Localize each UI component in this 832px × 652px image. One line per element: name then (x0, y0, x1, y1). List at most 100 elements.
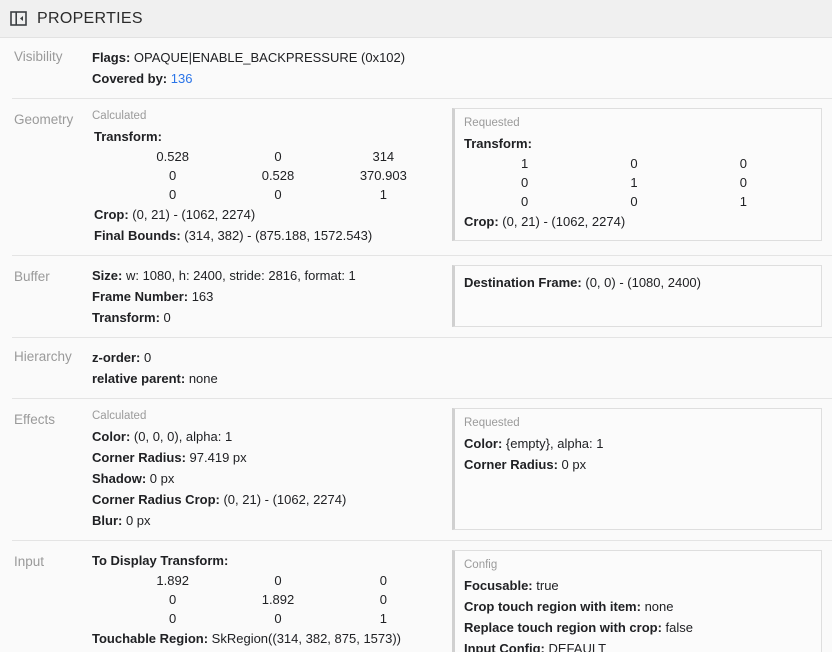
effects-blur-value: 0 px (125, 513, 151, 528)
buffer-content: Size: w: 1080, h: 2400, stride: 2816, fo… (92, 265, 452, 328)
geometry-calc-matrix: 0.528 0 314 0 0.528 370.903 0 0 1 (92, 147, 446, 204)
matrix-cell: 1 (379, 611, 387, 626)
effects-color-value: (0, 0, 0), alpha: 1 (133, 429, 233, 444)
effects-shadow-key: Shadow: (92, 471, 147, 486)
properties-sheet: Visibility Flags: OPAQUE|ENABLE_BACKPRES… (0, 38, 832, 652)
matrix-cell: 1.892 (156, 573, 189, 588)
effects-calculated: Calculated Color: (0, 0, 0), alpha: 1 Co… (92, 408, 452, 531)
geometry-req-matrix: 1 0 0 0 1 0 0 0 1 (464, 154, 812, 211)
geometry-req-transform-key: Transform: (464, 133, 812, 154)
geometry-calc-final-bounds-value: (314, 382) - (875.188, 1572.543) (184, 228, 373, 243)
effects-calculated-subhead: Calculated (92, 410, 147, 422)
effects-req-corner-radius-key: Corner Radius: (464, 457, 558, 472)
buffer-dest-line: Destination Frame: (0, 0) - (1080, 2400) (464, 272, 812, 293)
buffer-size-line: Size: w: 1080, h: 2400, stride: 2816, fo… (92, 265, 446, 286)
input-display-transform-line: To Display Transform: (92, 550, 446, 571)
matrix-cell: 370.903 (359, 168, 407, 183)
visibility-flags-value: OPAQUE|ENABLE_BACKPRESSURE (0x102) (133, 50, 406, 65)
matrix-cell: 0 (630, 156, 638, 171)
effects-requested-subhead: Requested (464, 417, 520, 429)
input-focusable-key: Focusable: (464, 578, 533, 593)
visibility-flags-key: Flags: (92, 50, 131, 65)
effects-req-color-value: {empty}, alpha: 1 (505, 436, 604, 451)
input-config-key: Input Config: (464, 641, 545, 652)
hierarchy-parent-key: relative parent: (92, 371, 186, 386)
input-matrix: 1.892 0 0 0 1.892 0 0 0 1 (92, 571, 446, 628)
hierarchy-right-empty (452, 347, 832, 389)
geometry-req-crop-value: (0, 21) - (1062, 2274) (502, 214, 626, 229)
section-label-buffer: Buffer (14, 269, 50, 284)
matrix-row: 0.528 0 314 (120, 147, 436, 166)
effects-color-key: Color: (92, 429, 131, 444)
input-focusable-line: Focusable: true (464, 575, 812, 596)
input-display-transform-key: To Display Transform: (92, 553, 229, 568)
effects-req-color-key: Color: (464, 436, 503, 451)
panel-collapse-icon[interactable] (10, 10, 27, 27)
buffer-transform-value: 0 (163, 310, 171, 325)
geometry-calc-crop-key: Crop: (94, 207, 129, 222)
titlebar: PROPERTIES (0, 0, 832, 38)
section-label-input: Input (14, 554, 45, 569)
geometry-calc-crop-line: Crop: (0, 21) - (1062, 2274) (92, 204, 446, 225)
input-replace-touch-value: false (665, 620, 694, 635)
visibility-content: Flags: OPAQUE|ENABLE_BACKPRESSURE (0x102… (92, 47, 452, 89)
matrix-cell: 0 (169, 187, 177, 202)
matrix-cell: 1.892 (261, 592, 295, 607)
matrix-cell: 0 (739, 175, 747, 190)
input-content: To Display Transform: 1.892 0 0 0 1.892 … (92, 550, 452, 652)
matrix-cell: 1 (379, 187, 387, 202)
effects-corner-radius-crop-value: (0, 21) - (1062, 2274) (223, 492, 347, 507)
matrix-cell: 0 (379, 573, 387, 588)
input-config-value: DEFAULT (548, 641, 607, 652)
section-hierarchy: Hierarchy z-order: 0 relative parent: no… (12, 337, 832, 398)
buffer-size-key: Size: (92, 268, 123, 283)
buffer-size-value: w: 1080, h: 2400, stride: 2816, format: … (125, 268, 356, 283)
visibility-covered-key: Covered by: (92, 71, 168, 86)
buffer-frame-value: 163 (191, 289, 214, 304)
effects-corner-radius-line: Corner Radius: 97.419 px (92, 447, 446, 468)
section-visibility: Visibility Flags: OPAQUE|ENABLE_BACKPRES… (12, 38, 832, 98)
matrix-cell: 0 (274, 187, 282, 202)
buffer-transform-line: Transform: 0 (92, 307, 446, 328)
matrix-cell: 1 (739, 194, 747, 209)
matrix-row: 0 0 1 (470, 192, 798, 211)
visibility-right-empty (452, 47, 832, 89)
effects-requested-card: Requested Color: {empty}, alpha: 1 Corne… (452, 408, 822, 530)
effects-req-corner-radius-value: 0 px (561, 457, 587, 472)
geometry-req-crop-key: Crop: (464, 214, 499, 229)
geometry-calc-crop-value: (0, 21) - (1062, 2274) (132, 207, 256, 222)
effects-shadow-value: 0 px (149, 471, 175, 486)
geometry-requested-col: Requested Transform: 1 0 0 0 1 0 (452, 108, 832, 246)
effects-shadow-line: Shadow: 0 px (92, 468, 446, 489)
matrix-cell: 1 (521, 156, 529, 171)
hierarchy-zorder-value: 0 (144, 350, 152, 365)
effects-requested-col: Requested Color: {empty}, alpha: 1 Corne… (452, 408, 832, 531)
geometry-calculated-subhead: Calculated (92, 110, 147, 122)
section-input: Input To Display Transform: 1.892 0 0 0 … (12, 540, 832, 652)
geometry-calc-final-bounds-key: Final Bounds: (94, 228, 181, 243)
hierarchy-content: z-order: 0 relative parent: none (92, 347, 452, 389)
section-geometry: Geometry Calculated Transform: 0.528 0 3… (12, 98, 832, 255)
buffer-frame-line: Frame Number: 163 (92, 286, 446, 307)
panel-collapse-icon-svg (10, 11, 27, 26)
matrix-row: 0 0.528 370.903 (120, 166, 436, 185)
visibility-flags-line: Flags: OPAQUE|ENABLE_BACKPRESSURE (0x102… (92, 47, 446, 68)
buffer-frame-key: Frame Number: (92, 289, 189, 304)
input-touchable-key: Touchable Region: (92, 631, 209, 646)
buffer-dest-key: Destination Frame: (464, 275, 582, 290)
geometry-req-transform-label: Transform: (464, 136, 532, 151)
matrix-cell: 1 (630, 175, 638, 190)
buffer-destination-card: Destination Frame: (0, 0) - (1080, 2400) (452, 265, 822, 327)
section-label-visibility: Visibility (14, 49, 63, 64)
input-replace-touch-key: Replace touch region with crop: (464, 620, 662, 635)
effects-corner-radius-crop-key: Corner Radius Crop: (92, 492, 220, 507)
matrix-cell: 0 (521, 175, 529, 190)
section-label-hierarchy: Hierarchy (14, 349, 72, 364)
visibility-covered-line: Covered by: 136 (92, 68, 446, 89)
visibility-covered-value-link[interactable]: 136 (170, 71, 193, 86)
matrix-cell: 0.528 (261, 168, 295, 183)
hierarchy-zorder-line: z-order: 0 (92, 347, 446, 368)
effects-corner-radius-key: Corner Radius: (92, 450, 186, 465)
buffer-transform-key: Transform: (92, 310, 160, 325)
effects-color-line: Color: (0, 0, 0), alpha: 1 (92, 426, 446, 447)
